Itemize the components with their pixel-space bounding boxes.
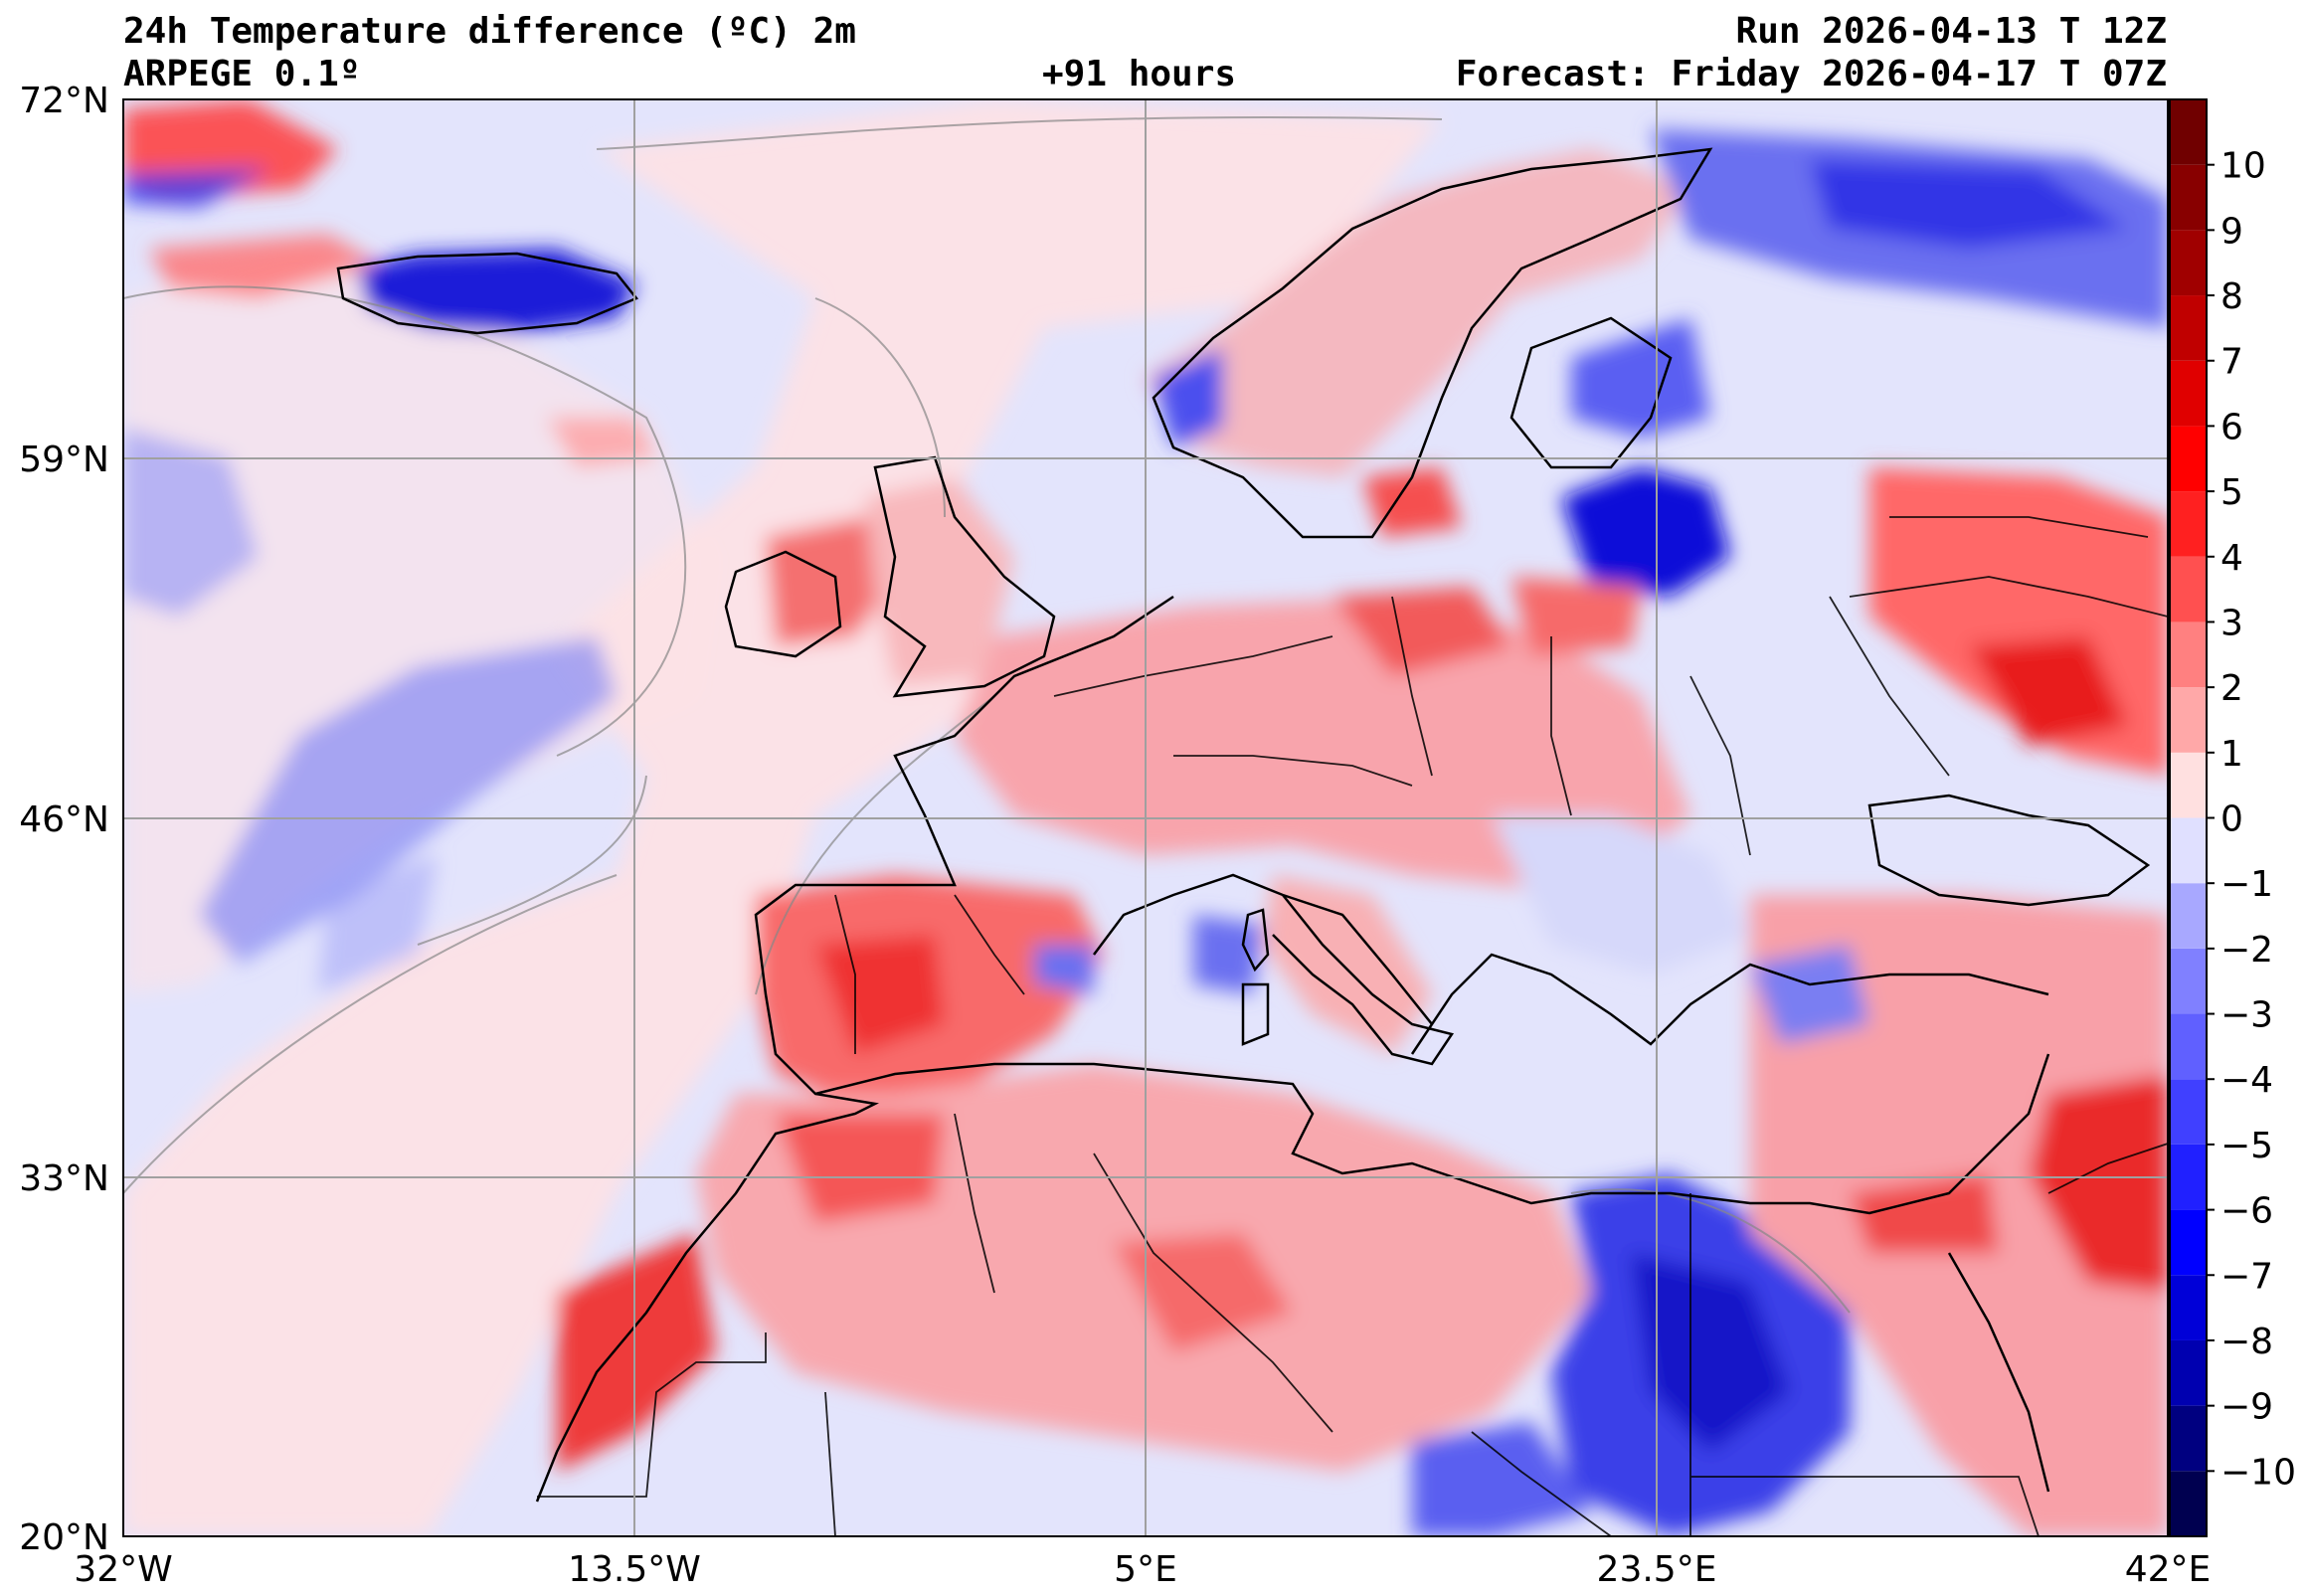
lead-time: +91 hours xyxy=(1042,54,1237,94)
colorbar-tick-label: −6 xyxy=(2220,1191,2273,1232)
colorbar-swatch xyxy=(2170,230,2207,296)
colorbar-tick-label: 1 xyxy=(2220,734,2243,775)
map-field xyxy=(123,99,2168,1536)
colorbar-swatch xyxy=(2170,360,2207,427)
colorbar-tick-label: 0 xyxy=(2220,799,2243,840)
coastlines xyxy=(336,147,2151,1503)
colorbar-swatch xyxy=(2170,1405,2207,1472)
colorbar-swatch xyxy=(2170,556,2207,622)
colorbar-tick-label: −10 xyxy=(2220,1452,2296,1493)
colorbar-tick-label: 5 xyxy=(2220,472,2243,513)
colorbar-tick-label: −2 xyxy=(2220,930,2273,971)
graticule xyxy=(123,99,2168,1536)
lon-label: 23.5°E xyxy=(1597,1549,1717,1590)
colorbar-swatch xyxy=(2170,1209,2207,1276)
lon-label: 32°W xyxy=(74,1549,172,1590)
colorbar-swatch xyxy=(2170,1079,2207,1145)
latitude-axis: 72°N 59°N 46°N 33°N 20°N xyxy=(19,81,109,1558)
colorbar-swatch xyxy=(2170,1339,2207,1406)
colorbar-swatch xyxy=(2170,99,2207,165)
colorbar-swatch xyxy=(2170,621,2207,688)
colorbar-swatch xyxy=(2170,1013,2207,1080)
colorbar-swatch xyxy=(2170,491,2207,557)
colorbar-swatch xyxy=(2170,1144,2207,1210)
colorbar-tick-label: 9 xyxy=(2220,211,2243,252)
colorbar-tick-label: −3 xyxy=(2220,995,2273,1036)
colorbar-tick-label: −9 xyxy=(2220,1387,2273,1428)
lat-label: 20°N xyxy=(19,1517,109,1558)
colorbar-tick-label: 3 xyxy=(2220,603,2243,643)
colorbar-tick-label: 10 xyxy=(2220,146,2266,187)
colorbar-tick-label: 7 xyxy=(2220,342,2243,383)
lon-label: 5°E xyxy=(1114,1549,1177,1590)
colorbar-tick-label: −5 xyxy=(2220,1126,2273,1166)
colorbar-tick-label: 4 xyxy=(2220,538,2243,579)
colorbar-tick-label: 8 xyxy=(2220,276,2243,317)
lat-label: 33°N xyxy=(19,1158,109,1199)
lat-label: 46°N xyxy=(19,799,109,840)
forecast-valid-time: Forecast: Friday 2026-04-17 T 07Z xyxy=(1455,54,2167,94)
map-frame xyxy=(122,98,2169,1537)
model-name: ARPEGE 0.1º xyxy=(123,54,361,94)
colorbar-swatch xyxy=(2170,752,2207,818)
colorbar-swatch xyxy=(2170,948,2207,1014)
colorbar-tick-label: −8 xyxy=(2220,1322,2273,1362)
lon-label: 13.5°W xyxy=(568,1549,701,1590)
colorbar-tick-label: 6 xyxy=(2220,407,2243,447)
lon-label: 42°E xyxy=(2125,1549,2212,1590)
colorbar-tick-label: −7 xyxy=(2220,1256,2273,1297)
colorbar-tick-label: −1 xyxy=(2220,864,2273,905)
colorbar-swatch xyxy=(2170,295,2207,361)
longitude-axis: 32°W 13.5°W 5°E 23.5°E 42°E xyxy=(74,1549,2211,1590)
run-time: Run 2026-04-13 T 12Z xyxy=(1735,11,2167,52)
colorbar-swatch xyxy=(2170,817,2207,884)
colorbar-swatch xyxy=(2170,164,2207,231)
colorbar-swatch xyxy=(2170,883,2207,949)
map-title: 24h Temperature difference (ºC) 2m xyxy=(123,11,856,52)
lat-label: 72°N xyxy=(19,81,109,121)
colorbar-tick-label: 2 xyxy=(2220,668,2243,709)
colorbar-swatch xyxy=(2170,687,2207,753)
lat-label: 59°N xyxy=(19,440,109,480)
colorbar-tick-label: −4 xyxy=(2220,1060,2273,1101)
borders xyxy=(537,516,2168,1536)
colorbar-swatch xyxy=(2170,426,2207,492)
colorbar-swatch xyxy=(2170,1471,2207,1536)
colorbar-swatch xyxy=(2170,1275,2207,1340)
